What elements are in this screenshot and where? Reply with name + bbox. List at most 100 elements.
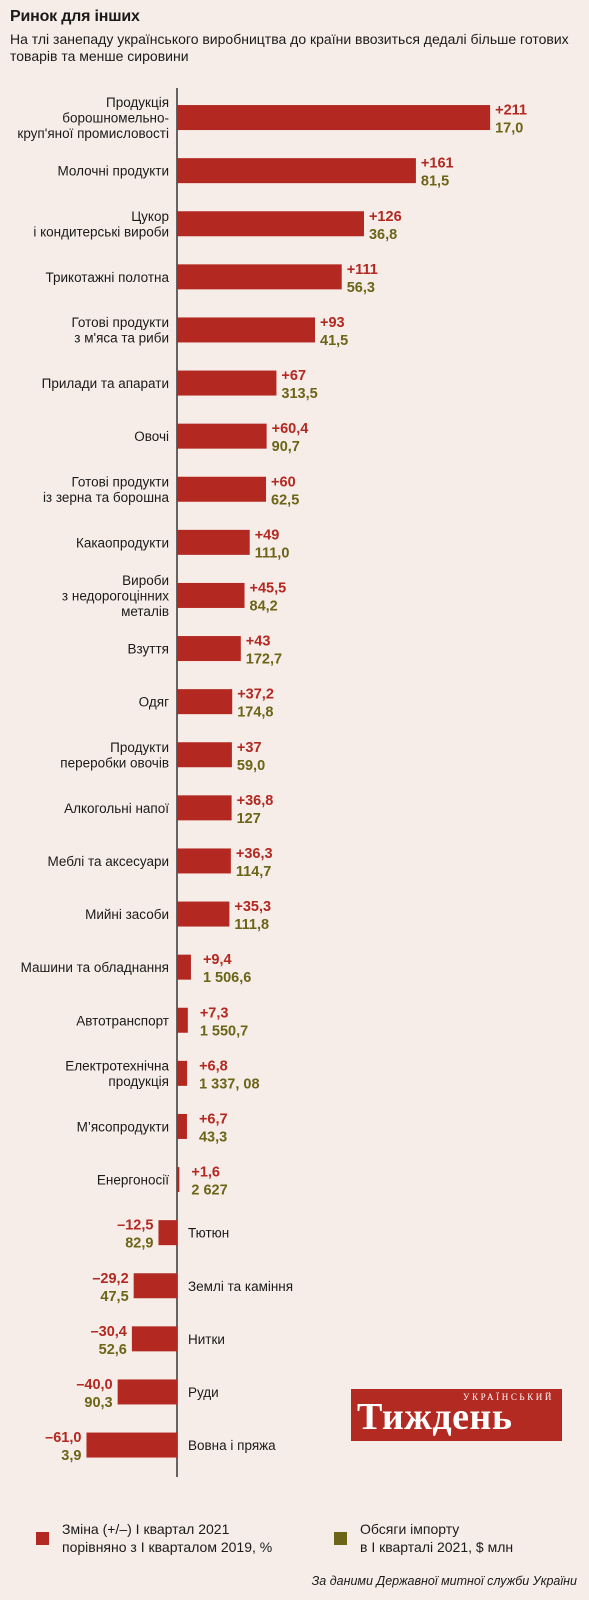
category-label: Алкогольні напої [64, 801, 169, 816]
import-value-label: 56,3 [347, 280, 375, 296]
category-label: Прилади та апарати [42, 376, 169, 391]
category-label: Вироби з недорогоцінних металів [62, 573, 169, 619]
change-value-label: +6,7 [199, 1111, 228, 1127]
import-value-label: 1 550,7 [200, 1023, 248, 1039]
bar [177, 848, 231, 874]
category-label: Тютюн [188, 1226, 229, 1241]
import-value-label: 52,6 [99, 1342, 127, 1358]
category-label: Машини та обладнання [21, 960, 169, 975]
import-value-label: 111,8 [234, 917, 269, 933]
bar [177, 105, 491, 131]
legend-change-line-1: Зміна (+/–) І квартал 2021 [62, 1521, 230, 1537]
category-label: Автотранспорт [76, 1013, 169, 1028]
category-label: Готові продукти із зерна та борошна [43, 475, 170, 506]
bar [177, 901, 230, 927]
legend-import-line-2: в І кварталі 2021, $ млн [360, 1539, 514, 1555]
import-value-label: 47,5 [100, 1289, 128, 1305]
legend-label-change: Зміна (+/–) І квартал 2021 порівняно з І… [62, 1520, 272, 1556]
publication-logo: УКРАЇНСЬКИЙ Тиждень [351, 1389, 562, 1441]
category-label: Какаопродукти [76, 535, 169, 550]
category-label: Молочні продукти [57, 164, 169, 179]
import-value-label: 62,5 [271, 492, 299, 508]
bar [177, 529, 250, 555]
legend-change-line-2: порівняно з І кварталом 2019, % [62, 1539, 273, 1555]
import-value-label: 114,7 [236, 864, 272, 880]
chart-title: Ринок для інших [10, 8, 140, 25]
category-label: Продукція борошномельно-круп'яної промисл… [17, 95, 169, 141]
change-value-label: +9,4 [203, 952, 232, 968]
category-label: Руди [188, 1385, 219, 1400]
category-label: Овочі [134, 429, 169, 444]
change-value-label: +43 [246, 634, 271, 650]
import-value-label: 127 [237, 811, 261, 827]
bar [158, 1220, 177, 1246]
bar [177, 423, 267, 449]
import-value-label: 1 337, 08 [199, 1076, 259, 1092]
legend-import-line-1: Обсяги імпорту [360, 1521, 460, 1537]
category-label: Продукти переробки овочів [60, 740, 169, 771]
change-value-label: +111 [347, 262, 378, 278]
change-value-label: +93 [320, 315, 345, 331]
change-value-label: –61,0 [45, 1430, 81, 1446]
import-value-label: 3,9 [61, 1448, 81, 1464]
import-value-label: 172,7 [246, 652, 282, 668]
change-value-label: +60 [271, 474, 296, 490]
change-value-label: +1,6 [191, 1165, 220, 1181]
import-value-label: 90,7 [272, 439, 300, 455]
change-value-label: –12,5 [117, 1218, 153, 1234]
change-value-label: –29,2 [92, 1271, 128, 1287]
import-value-label: 313,5 [281, 386, 317, 402]
bar [177, 742, 232, 768]
bar [177, 1060, 188, 1086]
change-value-label: +126 [369, 209, 402, 225]
change-value-label: –30,4 [91, 1324, 127, 1340]
change-value-label: +6,8 [199, 1058, 228, 1074]
change-value-label: +37 [237, 740, 262, 756]
import-value-label: 81,5 [421, 174, 449, 190]
change-value-label: +35,3 [234, 899, 271, 915]
change-value-label: +49 [255, 527, 280, 543]
change-value-label: –40,0 [76, 1377, 112, 1393]
change-value-label: +7,3 [200, 1005, 229, 1021]
bar [177, 636, 241, 662]
bar [131, 1326, 177, 1352]
category-label: Одяг [139, 695, 169, 710]
bar [177, 264, 342, 290]
import-value-label: 90,3 [84, 1395, 112, 1411]
import-value-label: 36,8 [369, 227, 397, 243]
category-label: Взуття [128, 642, 169, 657]
change-value-label: +36,3 [236, 846, 273, 862]
category-label: Меблі та аксесуари [47, 854, 169, 869]
category-label: Трикотажні полотна [46, 270, 170, 285]
import-value-label: 1 506,6 [203, 970, 251, 986]
bar [177, 370, 277, 396]
change-value-label: +60,4 [272, 421, 309, 437]
change-value-label: +37,2 [237, 687, 274, 703]
category-label: Вовна і пряжа [188, 1438, 276, 1453]
import-value-label: 111,0 [255, 545, 290, 561]
import-value-label: 82,9 [125, 1236, 153, 1252]
bar [177, 689, 233, 715]
legend-swatch-change [36, 1532, 49, 1545]
bar [177, 1167, 180, 1193]
bar [177, 795, 232, 821]
import-value-label: 2 627 [191, 1183, 227, 1199]
bar [177, 1113, 187, 1139]
bar [133, 1273, 177, 1299]
category-label: Цукор і кондитерські вироби [33, 209, 169, 240]
import-value-label: 43,3 [199, 1129, 227, 1145]
source-note: За даними Державної митної служби Україн… [311, 1574, 577, 1588]
bar [177, 582, 245, 608]
change-value-label: +161 [421, 156, 454, 172]
change-value-label: +36,8 [237, 793, 274, 809]
category-label: Нитки [188, 1332, 225, 1347]
change-value-label: +211 [495, 103, 527, 119]
category-label: Електротехнічна продукція [65, 1059, 169, 1090]
bar [177, 476, 267, 502]
import-value-label: 59,0 [237, 758, 265, 774]
import-value-label: 17,0 [495, 121, 523, 137]
chart-subtitle: На тлі занепаду українського виробництва… [10, 31, 569, 64]
category-label: М’ясопродукти [77, 1119, 169, 1134]
bar [177, 211, 364, 237]
logo-small-text: УКРАЇНСЬКИЙ [463, 1392, 554, 1402]
